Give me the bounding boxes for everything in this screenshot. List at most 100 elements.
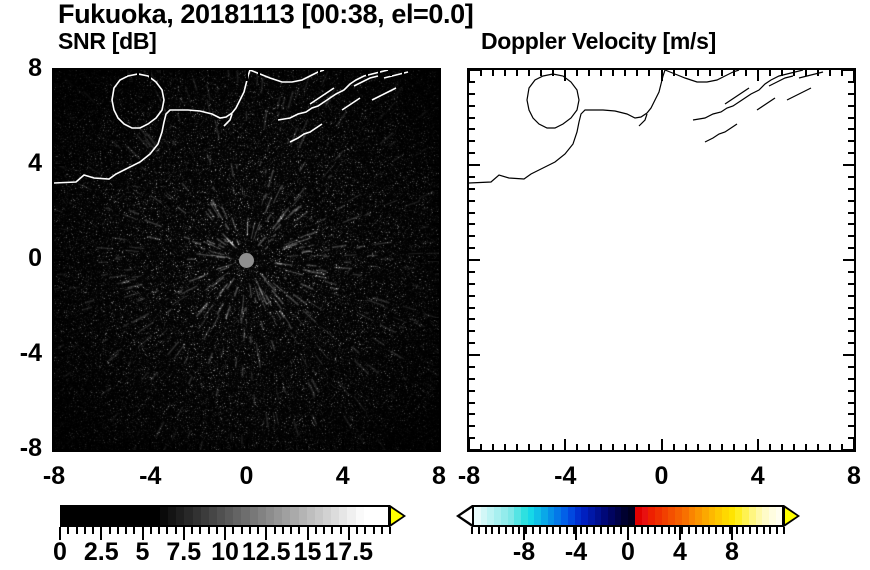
- snr-colorbar-minor-tick: [149, 527, 152, 534]
- doppler-x-minor-tick: [780, 70, 783, 76]
- snr-y-minor-tick: [433, 282, 439, 285]
- doppler-colorbar-tick-label: -8: [512, 538, 536, 566]
- doppler-colorbar-minor-tick: [511, 527, 514, 534]
- doppler-colorbar-segment: [654, 507, 662, 525]
- doppler-panel-title: Doppler Velocity [m/s]: [481, 28, 716, 54]
- doppler-x-major-tick: [756, 439, 759, 450]
- doppler-x-major-tick: [756, 70, 759, 81]
- doppler-colorbar-minor-tick: [660, 527, 663, 534]
- doppler-y-minor-tick: [469, 140, 475, 143]
- doppler-y-minor-tick: [848, 294, 854, 297]
- doppler-y-major-tick: [843, 164, 854, 166]
- doppler-x-major-tick: [564, 70, 567, 81]
- snr-x-minor-tick: [281, 444, 284, 450]
- doppler-y-minor-tick: [848, 401, 854, 404]
- doppler-colorbar-segment: [661, 507, 669, 525]
- snr-y-minor-tick: [433, 306, 439, 309]
- doppler-y-minor-tick: [848, 175, 854, 178]
- snr-x-minor-tick: [233, 444, 236, 450]
- doppler-y-minor-tick: [469, 235, 475, 238]
- doppler-x-minor-tick: [816, 70, 819, 76]
- doppler-y-minor-tick: [848, 80, 854, 83]
- doppler-colorbar-minor-tick: [613, 527, 616, 534]
- doppler-colorbar-minor-tick: [721, 527, 724, 534]
- snr-colorbar[interactable]: [59, 505, 406, 540]
- doppler-x-minor-tick: [480, 70, 483, 76]
- doppler-colorbar-tick-label: 8: [725, 538, 739, 566]
- doppler-x-minor-tick: [840, 444, 843, 450]
- doppler-colorbar-minor-tick: [606, 527, 609, 534]
- doppler-colorbar-segment: [735, 507, 743, 525]
- snr-x-minor-tick: [329, 444, 332, 450]
- snr-x-minor-tick: [413, 444, 416, 450]
- doppler-colorbar-segment: [762, 507, 769, 525]
- doppler-x-minor-tick: [672, 70, 675, 76]
- doppler-x-minor-tick: [636, 444, 639, 450]
- doppler-x-minor-tick: [636, 70, 639, 76]
- snr-y-major-tick: [54, 354, 65, 356]
- doppler-x-major-tick: [468, 70, 470, 81]
- snr-x-minor-tick: [425, 444, 428, 450]
- doppler-colorbar[interactable]: [456, 505, 800, 540]
- doppler-colorbar-segment: [527, 507, 535, 525]
- snr-plot-area[interactable]: [52, 68, 441, 452]
- doppler-y-minor-tick: [469, 104, 475, 107]
- doppler-colorbar-segment: [675, 507, 682, 525]
- doppler-colorbar-segment: [480, 507, 488, 525]
- snr-colorbar-segment: [380, 507, 389, 525]
- doppler-colorbar-segment: [768, 507, 776, 525]
- snr-x-minor-tick: [389, 70, 392, 76]
- snr-colorbar-minor-tick: [380, 527, 383, 534]
- doppler-plot-area[interactable]: [467, 68, 856, 452]
- snr-y-minor-tick: [54, 116, 60, 119]
- snr-colorbar-minor-tick: [248, 527, 251, 534]
- doppler-colorbar-minor-tick: [688, 527, 691, 534]
- snr-colorbar-minor-tick: [364, 527, 367, 534]
- snr-y-minor-tick: [433, 425, 439, 428]
- doppler-colorbar-minor-tick: [647, 527, 650, 534]
- doppler-y-major-tick: [469, 69, 480, 71]
- doppler-colorbar-segment: [487, 507, 495, 525]
- snr-x-minor-tick: [413, 70, 416, 76]
- snr-y-major-tick: [54, 164, 65, 166]
- snr-colorbar-minor-tick: [199, 527, 202, 534]
- snr-colorbar-minor-tick: [75, 527, 78, 534]
- doppler-colorbar-minor-tick: [484, 527, 487, 534]
- snr-y-minor-tick: [54, 247, 60, 250]
- doppler-x-minor-tick: [744, 70, 747, 76]
- doppler-colorbar-minor-tick: [525, 527, 528, 534]
- doppler-colorbar-segment: [554, 507, 562, 525]
- snr-x-minor-tick: [185, 444, 188, 450]
- snr-y-minor-tick: [54, 175, 60, 178]
- doppler-colorbar-segment: [494, 507, 501, 525]
- snr-colorbar-major-tick: [265, 527, 268, 540]
- snr-x-major-tick: [53, 70, 55, 81]
- doppler-y-minor-tick: [469, 175, 475, 178]
- doppler-x-minor-tick: [804, 70, 807, 76]
- snr-colorbar-minor-tick: [207, 527, 210, 534]
- snr-x-minor-tick: [125, 70, 128, 76]
- doppler-y-minor-tick: [848, 377, 854, 380]
- doppler-colorbar-major-tick: [575, 527, 577, 540]
- snr-y-minor-tick: [433, 104, 439, 107]
- snr-colorbar-segment: [119, 507, 128, 525]
- snr-x-minor-tick: [101, 70, 104, 76]
- snr-colorbar-segment: [363, 507, 372, 525]
- snr-y-minor-tick: [433, 330, 439, 333]
- snr-x-tick-label: 8: [432, 462, 446, 490]
- doppler-colorbar-segment: [587, 507, 595, 525]
- snr-colorbar-segment: [241, 507, 250, 525]
- snr-y-tick-label: -8: [19, 434, 42, 462]
- doppler-colorbar-segment: [608, 507, 615, 525]
- snr-x-minor-tick: [317, 444, 320, 450]
- doppler-x-minor-tick: [600, 70, 603, 76]
- doppler-colorbar-tick-label: 4: [673, 538, 687, 566]
- snr-colorbar-major-tick: [306, 527, 309, 540]
- snr-y-minor-tick: [54, 318, 60, 321]
- snr-colorbar-segment: [168, 507, 177, 525]
- doppler-colorbar-major-tick: [731, 527, 733, 540]
- doppler-colorbar-minor-tick: [728, 527, 731, 534]
- snr-x-major-tick: [341, 70, 344, 81]
- snr-colorbar-segment: [143, 507, 152, 525]
- snr-colorbar-tick-label: 2.5: [83, 538, 119, 566]
